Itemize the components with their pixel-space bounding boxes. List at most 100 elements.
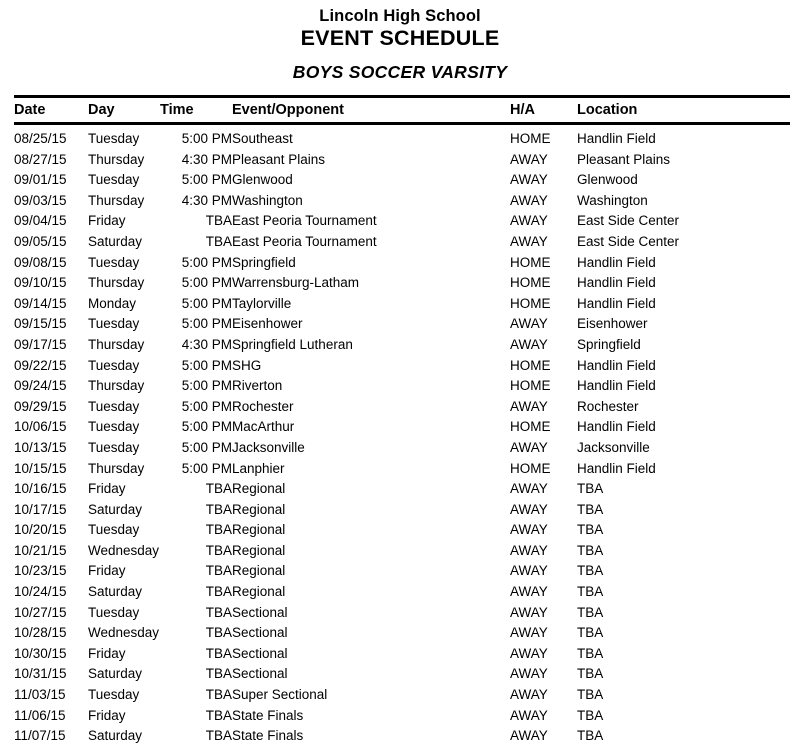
cell-date: 09/29/15 [14,398,67,414]
cell-event: Eisenhower [232,316,303,332]
table-row: 09/03/15 Thursday 4:30 PM Washington AWAY Was… [14,191,790,212]
cell-time: TBA [205,604,232,620]
cell-day: Tuesday [88,419,140,435]
table-row: 11/03/15 Tuesday TBA Super Sectional AWAY TBA [14,685,790,706]
cell-date: 10/31/15 [14,666,67,682]
cell-ha: AWAY [510,645,548,661]
cell-day: Saturday [88,501,143,517]
cell-ha: AWAY [510,192,548,208]
table-row: 09/05/15 Saturday TBA East Peoria Tournamen… [14,232,790,253]
cell-location: Washington [577,192,648,208]
table-row: 08/27/15 Thursday 4:30 PM Pleasant Plains AW… [14,150,790,171]
cell-date: 11/07/15 [14,728,66,744]
cell-ha: AWAY [510,481,548,497]
cell-location: Handlin Field [577,254,656,270]
cell-date: 08/27/15 [14,151,67,167]
cell-date: 09/05/15 [14,233,67,249]
cell-ha: HOME [510,275,551,291]
cell-day: Thursday [88,275,145,291]
cell-event: Regional [232,522,286,538]
cell-event: East Peoria Tournament [232,233,377,249]
cell-event: Springfield Lutheran [232,336,353,352]
table-row: 09/24/15 Thursday 5:00 PM Riverton HOME Handl… [14,376,790,397]
cell-day: Wednesday [88,625,160,641]
cell-date: 11/03/15 [14,687,66,703]
cell-time: 5:00 PM [181,295,232,311]
cell-day: Thursday [88,192,145,208]
table-row: 10/27/15 Tuesday TBA Sectional AWAY TBA [14,603,790,624]
cell-day: Thursday [88,336,145,352]
cell-location: Handlin Field [577,357,656,373]
cell-event: State Finals [232,728,304,744]
cell-day: Tuesday [88,522,140,538]
cell-ha: HOME [510,357,551,373]
cell-ha: AWAY [510,439,548,455]
cell-ha: AWAY [510,316,548,332]
cell-time: 5:00 PM [181,131,232,146]
cell-day: Friday [88,481,126,497]
cell-day: Tuesday [88,604,140,620]
cell-location: TBA [577,707,604,723]
cell-time: TBA [205,501,232,517]
cell-date: 09/01/15 [14,172,67,188]
cell-event: Regional [232,481,286,497]
table-row: 10/23/15 Friday TBA Regional AWAY TBA [14,561,790,582]
cell-ha: AWAY [510,233,548,249]
table-row: 09/04/15 Friday TBA East Peoria Tournament A… [14,211,790,232]
cell-location: TBA [577,542,604,558]
cell-date: 10/06/15 [14,419,67,435]
cell-time: TBA [205,728,232,744]
table-row: 10/15/15 Thursday 5:00 PM Lanphier HOME Handl… [14,459,790,480]
cell-location: East Side Center [577,233,680,249]
column-header-time: Time [160,102,194,118]
table-row: 09/08/15 Tuesday 5:00 PM Springfield HOME Han… [14,253,790,274]
cell-ha: AWAY [510,522,548,538]
cell-location: TBA [577,584,604,600]
cell-day: Tuesday [88,131,140,146]
cell-date: 10/27/15 [14,604,67,620]
table-row: 10/06/15 Tuesday 5:00 PM MacArthur HOME Handl… [14,417,790,438]
cell-time: TBA [205,542,232,558]
table-row: 09/10/15 Thursday 5:00 PM Warrensburg-Latha… [14,273,790,294]
table-row: 10/16/15 Friday TBA Regional AWAY TBA [14,479,790,500]
cell-date: 10/20/15 [14,522,67,538]
cell-ha: HOME [510,254,551,270]
cell-date: 09/08/15 [14,254,67,270]
cell-date: 10/21/15 [14,542,67,558]
cell-event: Sectional [232,666,288,682]
cell-time: 5:00 PM [181,316,232,332]
cell-ha: AWAY [510,151,548,167]
cell-ha: AWAY [510,336,548,352]
table-row: 10/31/15 Saturday TBA Sectional AWAY TBA [14,664,790,685]
cell-location: TBA [577,481,604,497]
cell-location: TBA [577,687,604,703]
cell-location: Springfield [577,336,641,352]
cell-location: Handlin Field [577,275,656,291]
cell-ha: HOME [510,419,551,435]
cell-day: Tuesday [88,357,140,373]
cell-date: 09/22/15 [14,357,67,373]
cell-event: Jacksonville [232,439,305,455]
cell-time: TBA [205,233,232,249]
table-row: 10/24/15 Saturday TBA Regional AWAY TBA [14,582,790,603]
column-header-day: Day [88,102,115,118]
cell-ha: AWAY [510,707,548,723]
cell-time: 4:30 PM [181,192,232,208]
cell-event: Warrensburg-Latham [232,275,360,291]
header-rule-bottom [14,122,790,125]
cell-event: Southeast [232,131,293,146]
cell-event: Pleasant Plains [232,151,326,167]
table-row: 11/07/15 Saturday TBA State Finals AWAY TBA [14,726,790,747]
cell-location: TBA [577,728,604,744]
page-subtitle: BOYS SOCCER VARSITY [292,62,508,82]
cell-date: 10/17/15 [14,501,67,517]
cell-event: Regional [232,584,286,600]
table-row: 10/28/15 Wednesday TBA Sectional AWAY TBA [14,623,790,644]
cell-time: TBA [205,666,232,682]
cell-time: TBA [205,213,232,229]
cell-day: Tuesday [88,254,140,270]
column-header-location: Location [577,102,638,118]
table-row: 10/17/15 Saturday TBA Regional AWAY TBA [14,500,790,521]
schedule-table-body: 08/25/15 Tuesday 5:00 PM Southeast HOME Handl… [14,125,790,747]
